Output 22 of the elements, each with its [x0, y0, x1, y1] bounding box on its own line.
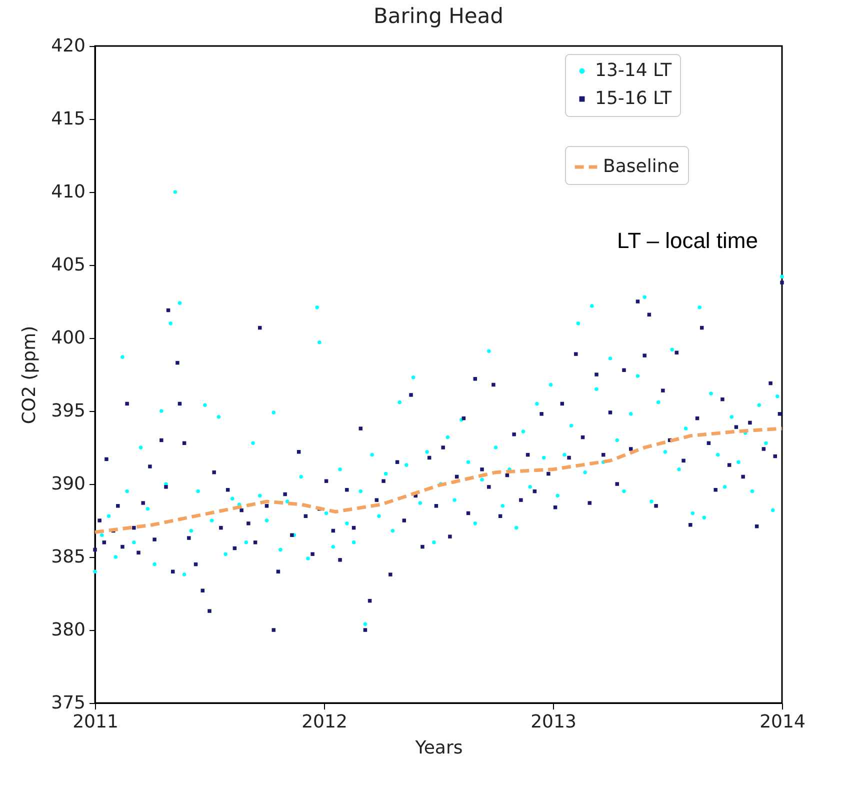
line-series	[93, 426, 784, 534]
x-axis-title: Years	[414, 738, 463, 758]
y-tick-label: 375	[51, 692, 86, 714]
legend-label: Baseline	[603, 156, 680, 177]
y-tick-label: 380	[51, 620, 86, 640]
x-tick-label: 2013	[530, 712, 576, 732]
y-tick-label: 390	[51, 474, 86, 494]
x-tick-label: 2011	[72, 712, 118, 732]
y-tick-label: 395	[51, 400, 86, 422]
legend-label: 15-16 LT	[595, 88, 673, 109]
legend-label: 13-14 LT	[595, 60, 673, 81]
annotation: LT – local time	[616, 228, 758, 253]
y-axis-title: CO2 (ppm)	[19, 326, 40, 424]
y-tick-label: 385	[51, 546, 86, 568]
y-tick-label: 415	[51, 108, 86, 130]
y-tick-label: 420	[51, 36, 86, 56]
y-tick-label: 410	[51, 182, 86, 202]
x-tick-label: 2012	[302, 712, 348, 732]
chart-title: Baring Head	[374, 4, 504, 28]
x-tick-label: 2014	[760, 712, 806, 732]
y-tick-label: 400	[51, 328, 86, 348]
y-tick-label: 405	[51, 254, 86, 276]
